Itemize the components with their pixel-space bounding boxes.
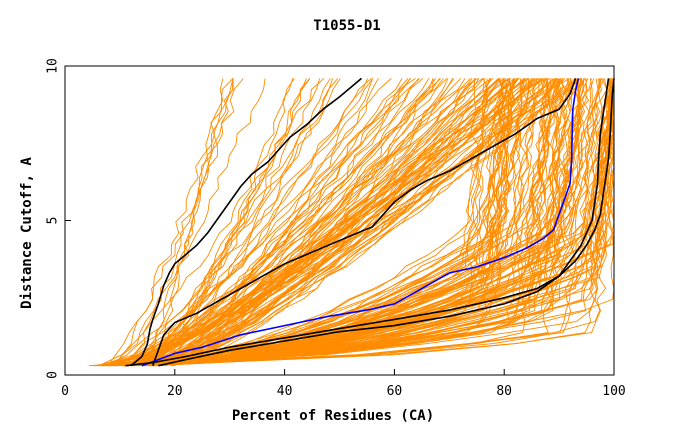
highlight-curve-5: [158, 78, 615, 367]
background-curve: [121, 78, 615, 367]
background-curve: [161, 78, 547, 367]
background-curve: [137, 78, 234, 367]
highlight-curve-2: [152, 78, 577, 366]
background-curve: [160, 78, 528, 367]
background-curve: [113, 78, 266, 366]
background-curve: [108, 78, 471, 367]
background-curve: [118, 78, 442, 367]
background-curve: [98, 78, 325, 367]
background-curve: [123, 78, 582, 367]
background-curve: [109, 78, 599, 367]
background-curve: [98, 78, 411, 367]
background-curve: [148, 78, 311, 366]
background-curve: [163, 78, 524, 367]
axis-ticks: 0 20 40 60 80 100 0 5 10: [46, 58, 626, 399]
y-tick-label: 5: [46, 217, 61, 225]
background-curve: [133, 78, 518, 367]
x-axis-label: Percent of Residues (CA): [232, 408, 434, 424]
background-curve: [165, 78, 582, 367]
background-curve: [138, 78, 234, 366]
background-curve: [134, 78, 550, 367]
y-tick-label: 0: [46, 371, 61, 379]
x-tick-label: 80: [496, 384, 512, 399]
background-curve: [124, 78, 540, 367]
background-curve: [149, 78, 224, 366]
highlight-curve-1: [130, 77, 363, 367]
background-curve: [97, 78, 526, 367]
background-curve: [113, 78, 615, 367]
background-curve: [151, 78, 601, 367]
background-curve: [144, 78, 454, 367]
background-curve: [127, 78, 601, 367]
highlight-curve-3: [141, 78, 580, 367]
background-curve: [151, 78, 581, 367]
background-curve: [132, 78, 542, 367]
highlight-curve-4: [125, 78, 610, 367]
background-curve: [137, 78, 416, 367]
background-curve: [123, 78, 549, 367]
background-curve: [109, 78, 533, 367]
background-curve: [164, 78, 437, 367]
background-curve: [126, 78, 424, 367]
background-curve: [110, 78, 574, 367]
background-curve: [164, 78, 294, 366]
background-curve: [125, 78, 234, 366]
x-tick-label: 60: [387, 384, 403, 399]
highlight-curves: [125, 77, 615, 367]
x-tick-label: 100: [602, 384, 625, 399]
background-curve: [107, 78, 603, 367]
background-curve: [123, 78, 421, 367]
background-curve: [145, 78, 563, 367]
x-tick-label: 0: [61, 384, 69, 399]
background-curve: [109, 78, 444, 367]
background-curve: [132, 78, 558, 367]
background-curve: [173, 78, 448, 367]
background-curve: [104, 78, 539, 367]
background-curve: [107, 78, 576, 367]
background-curve: [120, 78, 580, 367]
background-curve: [134, 78, 403, 367]
background-curve: [162, 78, 374, 367]
background-curve: [93, 78, 573, 367]
background-curve: [161, 78, 559, 367]
x-tick-label: 40: [277, 384, 293, 399]
background-curve: [106, 78, 372, 367]
chart-title: T1055-D1: [313, 18, 380, 34]
background-curve: [101, 78, 535, 367]
y-axis-label: Distance Cutoff, A: [19, 157, 35, 309]
background-curve: [132, 78, 449, 367]
background-curve: [141, 78, 409, 367]
background-curve: [148, 78, 479, 367]
background-curve: [156, 78, 548, 367]
background-curve: [132, 78, 430, 367]
background-curve: [154, 78, 615, 367]
background-curve: [149, 78, 592, 367]
background-curve: [114, 78, 234, 366]
background-curve: [127, 78, 615, 367]
background-curve: [143, 78, 615, 367]
x-tick-label: 20: [167, 384, 183, 399]
background-curve: [133, 78, 369, 367]
background-curve: [147, 78, 506, 367]
background-curve: [139, 78, 510, 367]
background-curve: [102, 78, 559, 367]
background-curve: [160, 78, 552, 367]
y-tick-label: 10: [46, 58, 61, 74]
